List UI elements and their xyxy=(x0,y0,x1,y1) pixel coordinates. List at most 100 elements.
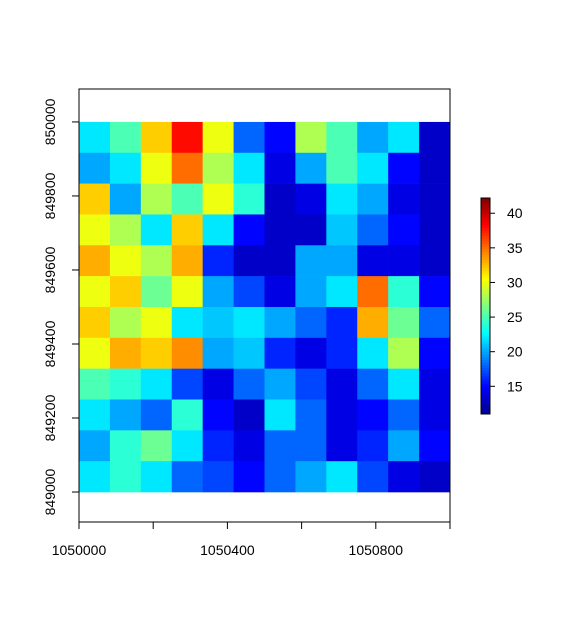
raster-cell xyxy=(419,399,451,431)
raster-cell xyxy=(419,245,451,277)
raster-cell xyxy=(171,214,203,246)
legend-swatch xyxy=(481,335,490,339)
raster-cell xyxy=(264,337,296,369)
legend-swatch xyxy=(481,206,490,210)
x-tick-label: 1050000 xyxy=(52,542,107,558)
raster-cell xyxy=(140,245,173,277)
legend-swatch xyxy=(481,362,490,366)
raster-cell xyxy=(140,430,173,462)
legend-frame xyxy=(480,197,491,415)
raster-cell xyxy=(109,461,142,493)
raster-cell xyxy=(109,276,142,308)
raster-cell xyxy=(233,461,265,493)
legend-swatch xyxy=(481,408,490,412)
legend-swatch xyxy=(481,265,490,269)
legend-swatch xyxy=(481,200,490,204)
raster-cell xyxy=(233,399,265,431)
raster-cell xyxy=(326,306,358,339)
raster-cell xyxy=(109,214,142,246)
raster-cell xyxy=(419,152,451,184)
raster-cell xyxy=(264,306,296,339)
plot-frame xyxy=(78,88,451,523)
raster-cell xyxy=(79,214,111,246)
raster-cell xyxy=(140,121,173,154)
raster-cell xyxy=(326,337,358,369)
x-tick-label: 1050800 xyxy=(349,542,404,558)
legend-swatch xyxy=(481,276,490,280)
legend-swatch xyxy=(481,257,490,261)
raster-cell xyxy=(79,152,111,184)
raster-cell xyxy=(171,306,203,339)
raster-cell xyxy=(171,430,203,462)
raster-cell xyxy=(295,430,327,462)
legend-swatch xyxy=(481,243,490,248)
raster-cell xyxy=(233,214,265,246)
raster-cell xyxy=(109,183,142,215)
legend-tick-label: 15 xyxy=(507,378,523,394)
raster-cell xyxy=(140,152,173,184)
legend-swatch xyxy=(481,222,490,226)
raster-cell xyxy=(79,306,111,339)
legend-swatch xyxy=(481,279,490,283)
raster-cell xyxy=(171,461,203,493)
raster-cell xyxy=(264,461,296,493)
raster-cell xyxy=(357,337,389,369)
legend-swatch xyxy=(481,238,490,242)
raster-cell xyxy=(140,183,173,215)
y-tick-label: 850000 xyxy=(42,98,58,145)
legend-swatch xyxy=(481,378,490,383)
legend-swatch xyxy=(481,260,490,264)
raster-cell xyxy=(295,121,327,154)
raster-cell xyxy=(419,368,451,400)
raster-cell xyxy=(326,461,358,493)
legend-swatch xyxy=(481,211,490,215)
raster-cell xyxy=(357,152,389,184)
y-tick-label: 849600 xyxy=(42,246,58,293)
legend-swatch xyxy=(481,292,490,296)
legend-swatch xyxy=(481,395,490,399)
y-tick-label: 849200 xyxy=(42,394,58,441)
y-tick-label: 849800 xyxy=(42,172,58,219)
legend-swatch xyxy=(481,235,490,239)
legend-swatch xyxy=(481,270,490,275)
legend-swatch xyxy=(481,357,490,361)
legend-swatch xyxy=(481,333,490,337)
raster-cell xyxy=(326,430,358,462)
raster-cell xyxy=(109,399,142,431)
legend-swatch xyxy=(481,373,490,377)
legend-swatch xyxy=(481,346,490,350)
legend-swatch xyxy=(481,246,490,250)
raster-cell xyxy=(295,461,327,493)
y-tick-label: 849000 xyxy=(42,468,58,515)
raster-cell xyxy=(357,461,389,493)
legend-swatch xyxy=(481,273,490,277)
legend-swatch xyxy=(481,360,490,364)
raster-cell xyxy=(233,276,265,308)
legend-swatch xyxy=(481,354,490,358)
raster-cell xyxy=(171,337,203,369)
legend-swatch xyxy=(481,308,490,312)
raster-cell xyxy=(140,368,173,400)
legend-swatch xyxy=(481,314,490,318)
legend-swatch xyxy=(481,319,490,323)
raster-cell xyxy=(79,368,111,400)
legend-swatch xyxy=(481,219,490,223)
legend-swatch xyxy=(481,252,490,256)
legend-swatch xyxy=(481,397,490,401)
legend-tick-label: 35 xyxy=(507,240,523,256)
legend-swatch xyxy=(481,303,490,307)
raster-cell xyxy=(264,152,296,184)
raster-cell xyxy=(326,214,358,246)
raster-cell xyxy=(264,430,296,462)
raster-cell xyxy=(295,183,327,215)
raster-cell xyxy=(202,461,234,493)
raster-cell xyxy=(357,214,389,246)
legend-swatch xyxy=(481,330,490,334)
legend-swatch xyxy=(481,281,490,285)
raster-cell xyxy=(202,306,234,339)
raster-cell xyxy=(264,121,296,154)
legend-swatch xyxy=(481,254,490,258)
raster-cell xyxy=(109,121,142,154)
legend-swatch xyxy=(481,311,490,315)
raster-cell xyxy=(140,337,173,369)
